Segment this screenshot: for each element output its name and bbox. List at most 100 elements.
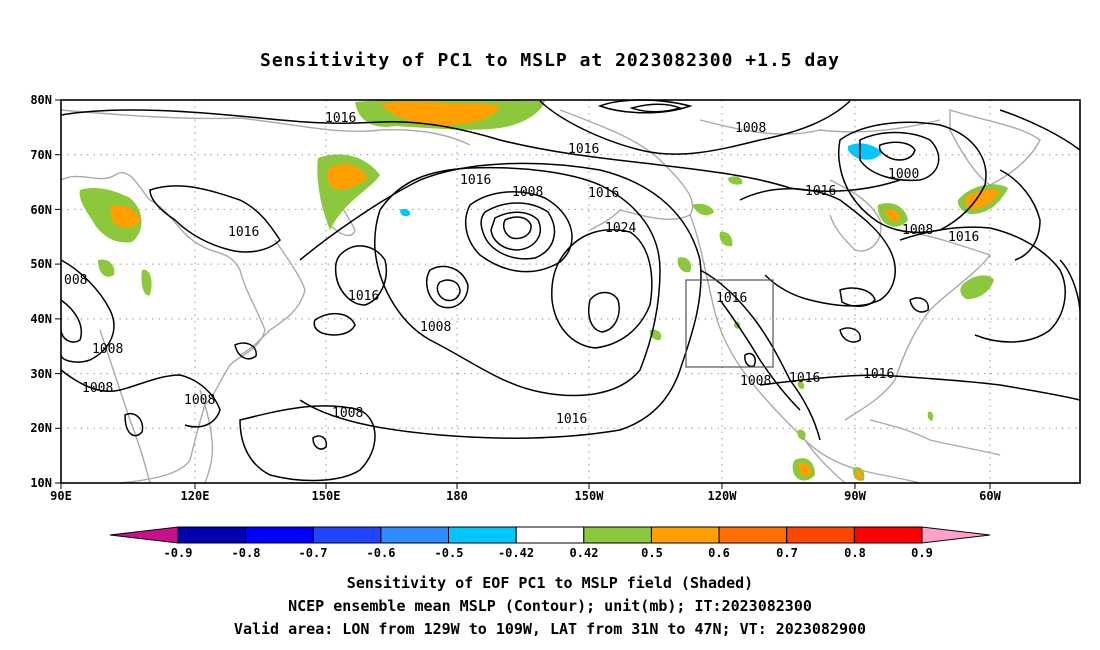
contour-east-small-2: [839, 327, 861, 343]
lat-label: 80N: [30, 93, 52, 107]
lon-label: 150W: [575, 489, 605, 503]
map-frame: [60, 99, 1081, 484]
colorbar-label: -0.6: [367, 546, 396, 560]
longitude-labels: 90E 120E 150E 180 150W 120W 90W 60W: [50, 489, 1001, 503]
map-background: [61, 100, 1080, 483]
colorbar-box: [448, 526, 517, 544]
coast-greenland: [949, 109, 1041, 186]
contour-label: 1016: [556, 412, 587, 427]
lon-label: 150E: [312, 489, 341, 503]
contour-west-1008-b: [60, 299, 82, 343]
contour-label: 1016: [228, 225, 259, 240]
lat-label: 20N: [30, 421, 52, 435]
contour-label: 1016: [348, 289, 379, 304]
colorbar-label: -0.9: [164, 546, 193, 560]
contour-label: 1024: [605, 221, 636, 236]
lat-label: 50N: [30, 257, 52, 271]
colorbar-label: -0.7: [299, 546, 328, 560]
lon-label: 60W: [979, 489, 1001, 503]
contour-subtropics-1008: [239, 405, 376, 482]
contour-east-low-1000: [859, 131, 940, 182]
contour-pacific-1024: [551, 229, 653, 349]
contour-high-1016: [539, 100, 851, 155]
coast-caribbean: [869, 419, 1001, 456]
valid-area-box: [685, 279, 774, 368]
contour-label: 1016: [460, 173, 491, 188]
contour-label: 1016: [716, 291, 747, 306]
coast-siberia-north: [60, 109, 471, 146]
contour-pacific-outer: [299, 162, 702, 440]
contour-pacific-1032: [588, 291, 620, 333]
contour-low-1008-d: [502, 216, 532, 240]
colorbar-label: -0.8: [232, 546, 261, 560]
contour-low-1008-b: [480, 202, 556, 260]
grid-lines: [61, 100, 1080, 483]
colorbar-high-end: [921, 526, 991, 544]
shade-green-pnw-3: [677, 257, 692, 273]
shade-green-small-3: [797, 381, 805, 389]
contour-label: 1008: [332, 406, 363, 421]
shade-orange-hudson: [885, 209, 900, 222]
contour-west-1008-c: [60, 369, 221, 428]
shade-orange-kamchatka: [327, 164, 368, 190]
lat-label: 30N: [30, 367, 52, 381]
shade-orange-north-pacific-1: [380, 102, 500, 126]
shade-orange-gulf: [855, 470, 863, 480]
lon-label: 90W: [844, 489, 866, 503]
contour-label: 1008: [82, 381, 113, 396]
coastlines: [60, 109, 1041, 484]
colorbar-box: [786, 526, 855, 544]
coast-philippines: [199, 389, 214, 484]
contour-polar-high: [597, 99, 693, 114]
lon-label: 180: [446, 489, 468, 503]
colorbar-label: 0.6: [708, 546, 730, 560]
contour-gulf: [699, 269, 821, 441]
colorbar-low-end: [109, 526, 179, 544]
shade-blue-north-atlantic: [847, 143, 882, 160]
contour-polar-high-2: [629, 103, 683, 113]
contour-mid-1016: [334, 245, 387, 306]
coast-na-east: [844, 229, 992, 421]
shade-green-alberta: [728, 176, 743, 185]
lon-label: 120E: [181, 489, 210, 503]
contour-label: 008: [64, 273, 87, 288]
shade-green-west-2: [98, 259, 115, 277]
colorbar-box: [380, 526, 449, 544]
contour-east-1016-b: [899, 226, 1066, 343]
shade-green-newfoundland: [960, 275, 994, 300]
colorbar-boxes: [177, 526, 923, 544]
colorbar-label: 0.7: [776, 546, 798, 560]
contour-low-1008-a: [464, 191, 573, 273]
lat-label: 70N: [30, 148, 52, 162]
contour-east-small-1: [839, 287, 876, 307]
contour-label: 1008: [512, 185, 543, 200]
lat-label: 60N: [30, 203, 52, 217]
contour-west-small-1: [124, 413, 144, 437]
lon-label: 120W: [708, 489, 738, 503]
coast-arctic-na: [699, 119, 941, 135]
contour-label: 1008: [184, 393, 215, 408]
shade-green-small-1: [797, 429, 806, 440]
colorbar-label: -0.42: [498, 546, 534, 560]
plot-area: 1016 1008 1016 1016 1008 1016 1016 1000 …: [60, 99, 1081, 484]
shade-green-small-2: [927, 411, 934, 421]
contour-label: 1008: [740, 374, 771, 389]
mslp-contours: [60, 99, 1081, 482]
contour-low-1008-f: [436, 279, 461, 302]
shade-blue-small-pacific: [400, 208, 411, 217]
contour-label: 1008: [420, 320, 451, 335]
contour-pacific-1016: [374, 166, 661, 397]
contour-gulf-2: [719, 299, 801, 411]
shade-green-pnw-1: [692, 203, 714, 216]
contour-gulf-3: [744, 352, 757, 368]
coast-alaska: [559, 109, 694, 231]
contour-subtropics-small: [312, 435, 328, 450]
axis-ticks: [55, 99, 991, 489]
colorbar-label: 0.9: [911, 546, 933, 560]
colorbar: -0.9 -0.8 -0.7 -0.6 -0.5 -0.42 0.42 0.5 …: [109, 526, 991, 560]
shade-orange-mexico: [798, 463, 812, 477]
contour-label: 1016: [588, 186, 619, 201]
contour-label: 1008: [902, 223, 933, 238]
contour-low-1008-e: [425, 265, 469, 309]
